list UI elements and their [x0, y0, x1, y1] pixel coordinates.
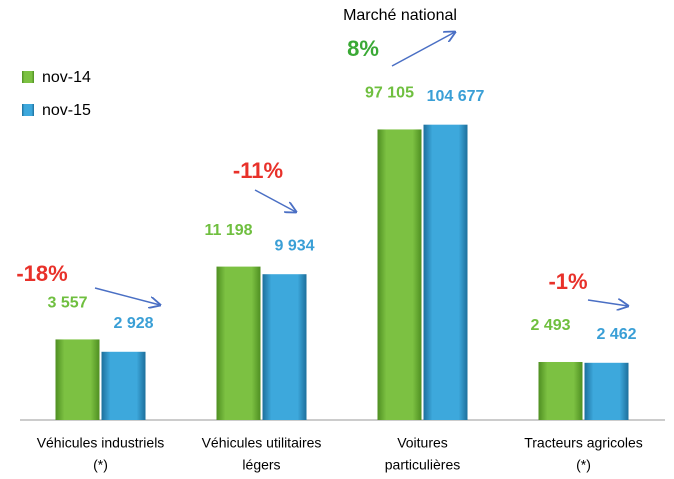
annotation: 8%: [347, 36, 379, 61]
bar: [216, 266, 261, 420]
value-label: 3 557: [47, 295, 87, 312]
bar: [423, 124, 468, 421]
x-tick-label: légers: [242, 457, 280, 473]
bar: [377, 129, 422, 420]
x-tick-label: Véhicules utilitaires: [202, 435, 322, 451]
chart-title: Marché national: [343, 7, 457, 24]
legend-swatch: [22, 71, 34, 83]
annotation: -11%: [233, 158, 283, 183]
x-tick-label: (*): [576, 457, 591, 473]
bar: [55, 339, 100, 420]
value-label: 9 934: [274, 237, 314, 254]
value-label: 2 493: [530, 317, 570, 334]
x-tick-label: Voitures: [397, 435, 448, 451]
legend-swatch: [22, 104, 34, 116]
x-tick-label: particulières: [385, 457, 460, 473]
value-label: 97 105: [365, 85, 414, 102]
legend-label: nov-14: [42, 69, 91, 86]
bar: [538, 361, 583, 420]
x-tick-label: Véhicules industriels: [37, 435, 165, 451]
value-label: 2 462: [596, 326, 636, 343]
annotation: -1%: [548, 269, 587, 294]
value-label: 2 928: [113, 315, 153, 332]
bar: [101, 351, 146, 420]
arrow: [391, 32, 455, 67]
bar: [262, 274, 307, 420]
x-tick-label: (*): [93, 457, 108, 473]
value-label: 104 677: [427, 88, 485, 105]
arrow: [587, 300, 628, 306]
bar: [584, 362, 629, 420]
arrow: [94, 287, 160, 305]
x-tick-label: Tracteurs agricoles: [524, 435, 643, 451]
legend-label: nov-15: [42, 102, 91, 119]
annotation: -18%: [16, 261, 67, 286]
value-label: 11 198: [204, 222, 252, 239]
arrows: [94, 32, 628, 306]
arrow: [254, 189, 296, 212]
